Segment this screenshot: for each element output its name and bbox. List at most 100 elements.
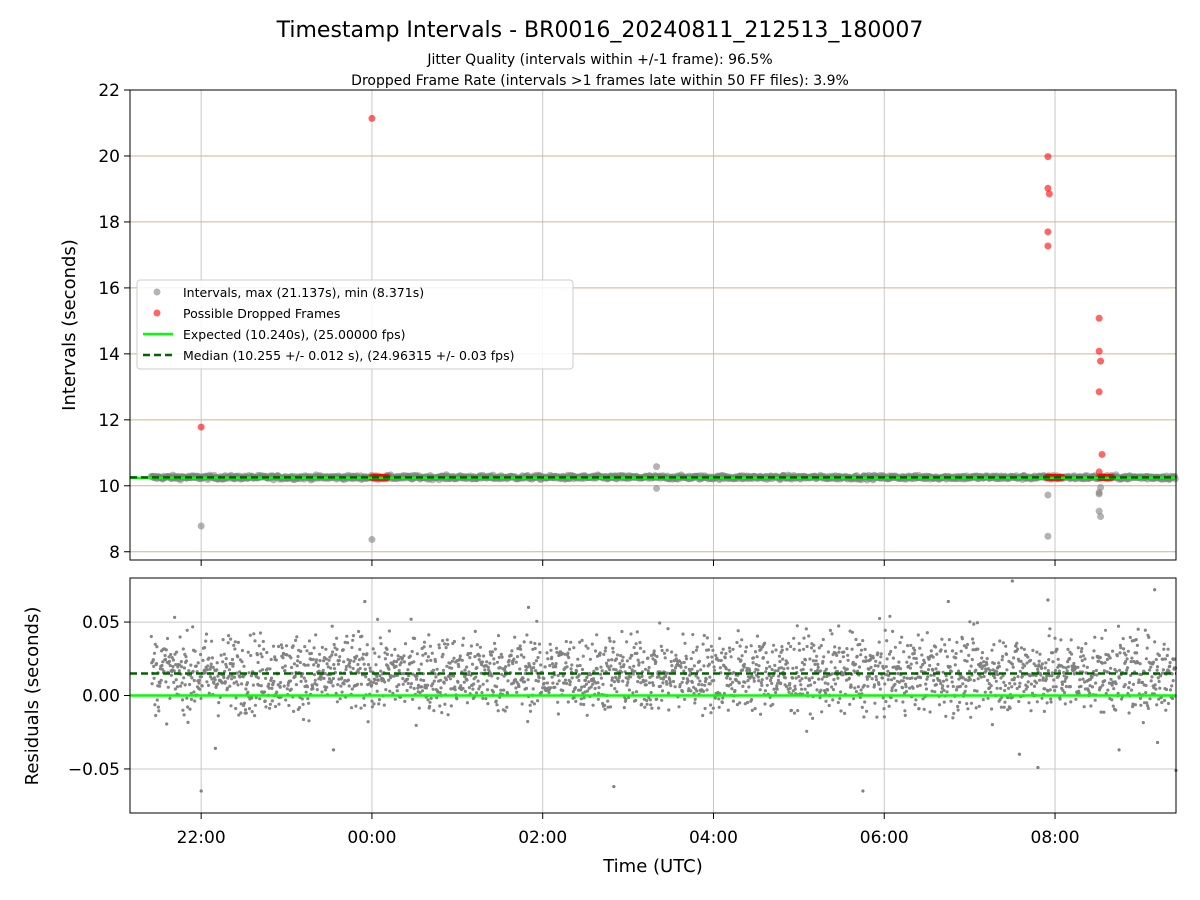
- residual-point: [483, 668, 487, 672]
- residual-point: [277, 644, 281, 649]
- residual-point: [152, 651, 157, 655]
- residual-point: [1146, 704, 1150, 708]
- residuals-y-tick-label: −0.05: [68, 760, 120, 780]
- residual-point: [377, 698, 382, 702]
- residual-point: [1168, 688, 1173, 692]
- interval-point: [1095, 507, 1103, 515]
- residual-point: [652, 649, 656, 653]
- residual-point: [1053, 636, 1057, 640]
- residual-point: [693, 701, 697, 705]
- residual-point: [964, 678, 968, 682]
- residual-point: [264, 705, 268, 709]
- residual-point: [337, 677, 341, 681]
- residual-point: [291, 644, 295, 648]
- residual-point: [1081, 654, 1085, 658]
- residual-point: [450, 659, 454, 663]
- residual-point: [1171, 679, 1175, 683]
- residual-point: [1128, 635, 1132, 640]
- residual-point: [721, 696, 725, 700]
- residual-point: [627, 688, 632, 692]
- residual-point: [575, 669, 579, 674]
- residual-point: [230, 657, 235, 662]
- residual-point: [950, 680, 954, 684]
- residual-point: [163, 653, 167, 658]
- residual-point: [438, 690, 442, 695]
- residual-point: [954, 656, 958, 660]
- residual-point: [441, 668, 445, 673]
- residual-point: [485, 660, 489, 664]
- residual-point: [528, 703, 532, 707]
- residual-point: [409, 682, 414, 686]
- residual-point: [999, 686, 1003, 691]
- residual-point: [805, 644, 809, 649]
- residual-point: [303, 645, 307, 649]
- residual-point: [1014, 644, 1018, 648]
- residual-point: [708, 682, 712, 686]
- residual-point: [500, 655, 504, 659]
- chart-subtitle-2: Dropped Frame Rate (intervals >1 frames …: [351, 73, 849, 89]
- residual-point: [619, 665, 623, 669]
- residual-point: [201, 658, 205, 663]
- residual-point: [974, 706, 978, 710]
- residual-point: [582, 702, 586, 707]
- residual-point: [1010, 685, 1014, 689]
- residual-point: [589, 673, 593, 677]
- residual-point: [893, 682, 897, 686]
- dropped-frame-point: [1095, 388, 1103, 396]
- residual-point: [357, 658, 361, 662]
- residual-point: [989, 690, 993, 694]
- residual-point: [821, 659, 825, 664]
- residual-point: [566, 700, 570, 704]
- residual-point: [224, 662, 228, 667]
- residual-point: [274, 658, 278, 662]
- residual-point: [1143, 628, 1147, 632]
- residual-point: [1069, 700, 1073, 704]
- residual-point: [768, 678, 773, 683]
- residual-point: [833, 682, 838, 686]
- residual-point: [1082, 664, 1086, 668]
- residual-point: [738, 644, 742, 648]
- intervals-y-tick-label: 8: [109, 543, 120, 563]
- residual-point: [453, 685, 457, 689]
- residual-point: [785, 661, 790, 665]
- residual-point: [711, 648, 715, 652]
- residual-point: [968, 678, 972, 682]
- residual-point: [290, 665, 294, 670]
- residual-point: [429, 658, 433, 663]
- intervals-y-tick-label: 22: [98, 81, 120, 101]
- residual-point: [320, 690, 324, 694]
- residual-point: [567, 647, 572, 651]
- residual-point: [1044, 661, 1048, 665]
- residual-point: [684, 665, 688, 669]
- residual-point: [697, 659, 702, 663]
- residual-point: [379, 642, 383, 646]
- residual-point: [618, 661, 622, 666]
- residual-point: [1131, 705, 1135, 709]
- residual-point: [153, 703, 157, 707]
- residual-point: [578, 640, 582, 644]
- residual-point: [826, 682, 830, 686]
- residual-point: [517, 684, 521, 689]
- residual-point: [893, 665, 897, 669]
- residual-point: [279, 643, 283, 647]
- residual-point: [184, 659, 188, 663]
- residual-point: [727, 646, 732, 650]
- residual-point: [471, 687, 475, 691]
- residual-point: [709, 703, 713, 707]
- residual-point: [348, 659, 352, 663]
- residual-point: [730, 687, 734, 691]
- residual-point: [480, 663, 484, 667]
- residual-point: [742, 665, 746, 669]
- residual-point: [571, 690, 576, 694]
- residual-point: [224, 657, 228, 661]
- residual-point: [217, 701, 221, 705]
- residual-point: [432, 679, 436, 683]
- residual-point: [703, 683, 707, 687]
- residual-point: [262, 690, 267, 694]
- residual-point: [735, 679, 739, 683]
- residual-point: [322, 659, 326, 663]
- residual-point: [955, 640, 959, 644]
- residual-point: [918, 646, 922, 650]
- residual-point: [376, 617, 380, 622]
- residual-point: [383, 680, 387, 684]
